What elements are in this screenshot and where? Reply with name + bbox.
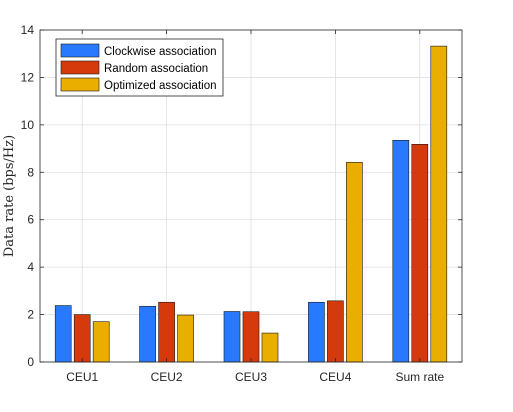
- x-tick-label: CEU2: [151, 370, 183, 384]
- bar: [392, 139, 410, 363]
- axes: 0 2 4 6 8 10 12 14 CEU1 CEU2 CEU3 CEU4 Sum rate: [21, 23, 462, 384]
- bars: [54, 45, 448, 363]
- legend-swatch: [60, 60, 100, 75]
- y-tick-label: 4: [27, 260, 34, 274]
- bar: [346, 162, 363, 363]
- bar: [411, 144, 429, 363]
- y-tick-label: 0: [27, 355, 34, 369]
- bar: [158, 301, 175, 363]
- y-tick-label: 8: [27, 165, 34, 179]
- y-axis-label: Data rate (bps/Hz): [2, 135, 17, 257]
- bar: [92, 321, 110, 363]
- bar: [73, 314, 91, 363]
- x-tick-label: Sum rate: [395, 370, 444, 384]
- x-tick-label: CEU1: [66, 370, 98, 384]
- legend: Clockwise association Random association O…: [55, 38, 224, 97]
- bar: [327, 300, 344, 363]
- bar: [261, 332, 279, 363]
- legend-label: Random association: [104, 63, 208, 75]
- legend-label: Optimized association: [104, 80, 217, 92]
- bar: [54, 305, 72, 363]
- y-tick-label: 10: [21, 118, 35, 132]
- bar: [430, 45, 448, 363]
- bar: [242, 311, 260, 363]
- bar: [177, 314, 194, 363]
- legend-swatch: [60, 77, 100, 92]
- x-tick-label: CEU3: [235, 370, 267, 384]
- bar: [139, 305, 156, 363]
- legend-swatch: [60, 43, 100, 58]
- bar: [223, 311, 241, 363]
- y-tick-label: 6: [27, 213, 34, 227]
- y-tick-label: 14: [21, 23, 35, 37]
- legend-label: Clockwise association: [104, 46, 217, 58]
- x-tick-label: CEU4: [319, 370, 351, 384]
- y-tick-label: 12: [21, 70, 35, 84]
- y-tick-label: 2: [27, 308, 34, 322]
- bar: [308, 301, 325, 363]
